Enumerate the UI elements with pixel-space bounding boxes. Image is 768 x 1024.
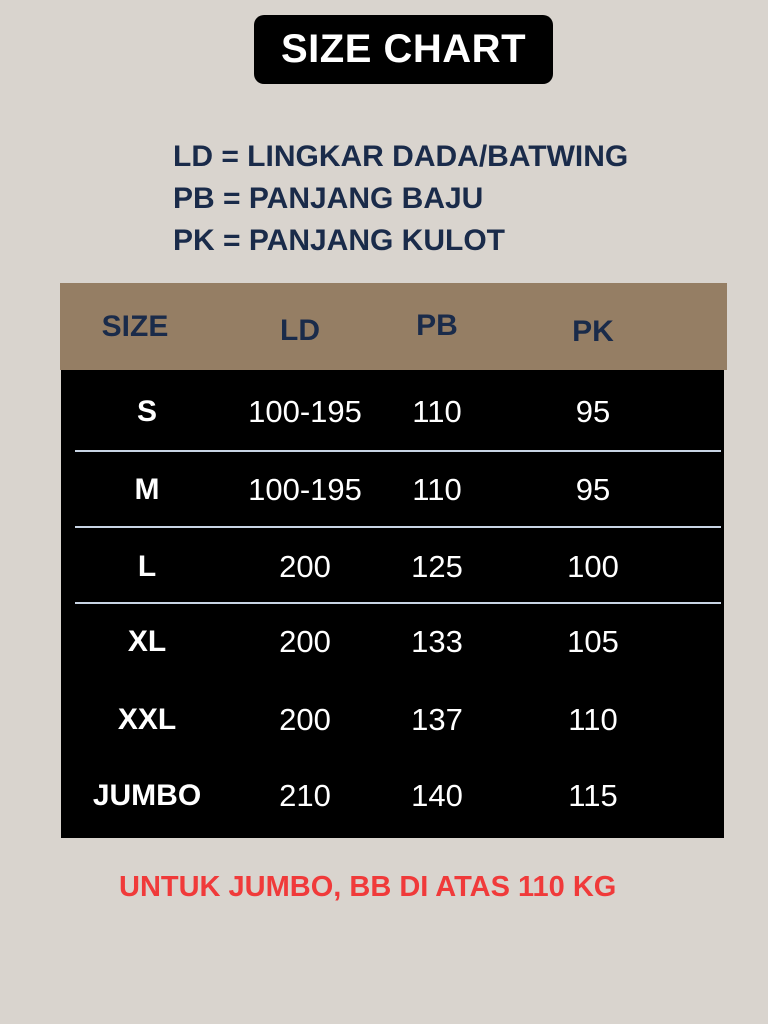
size-cell: JUMBO [92, 779, 202, 812]
pb-cell: 110 [412, 394, 462, 429]
row-divider [75, 602, 721, 604]
pk-cell: 100 [567, 549, 619, 584]
size-cell: M [134, 473, 160, 506]
pb-cell: 137 [411, 702, 463, 737]
legend-pk: PK = PANJANG KULOT [173, 224, 505, 257]
ld-cell: 210 [279, 778, 331, 813]
size-table: S 100-195 110 95 M 100-195 110 95 L 200 125 100 XL 20… [61, 370, 724, 838]
size-cell: XXL [117, 703, 177, 736]
pb-cell: 133 [411, 624, 463, 659]
pk-cell: 105 [567, 624, 619, 659]
header-size: SIZE [101, 310, 169, 343]
pk-cell: 115 [568, 778, 618, 813]
jumbo-note: UNTUK JUMBO, BB DI ATAS 110 KG [119, 871, 617, 903]
legend-pb: PB = PANJANG BAJU [173, 182, 484, 215]
header-pb: PB [416, 309, 458, 342]
pb-cell: 140 [411, 778, 463, 813]
legend-ld: LD = LINGKAR DADA/BATWING [173, 140, 629, 173]
ld-cell: 200 [279, 624, 331, 659]
pb-cell: 125 [411, 549, 463, 584]
pk-cell: 95 [575, 394, 611, 429]
legend: LD = LINGKAR DADA/BATWING PB = PANJANG B… [173, 136, 628, 262]
row-divider [75, 450, 721, 452]
ld-cell: 200 [279, 549, 331, 584]
size-cell: S [136, 395, 158, 428]
size-cell: XL [127, 625, 167, 658]
header-pk: PK [572, 315, 614, 348]
ld-cell: 200 [279, 702, 331, 737]
row-divider [75, 526, 721, 528]
pb-cell: 110 [412, 472, 462, 507]
page-title: SIZE CHART [281, 27, 526, 71]
size-cell: L [137, 550, 157, 583]
ld-cell: 100-195 [248, 394, 362, 429]
pk-cell: 95 [575, 472, 611, 507]
table-header: SIZE LD PB PK [60, 283, 727, 370]
pk-cell: 110 [568, 702, 618, 737]
ld-cell: 100-195 [248, 472, 362, 507]
title-banner: SIZE CHART [254, 15, 553, 84]
header-ld: LD [280, 314, 320, 347]
